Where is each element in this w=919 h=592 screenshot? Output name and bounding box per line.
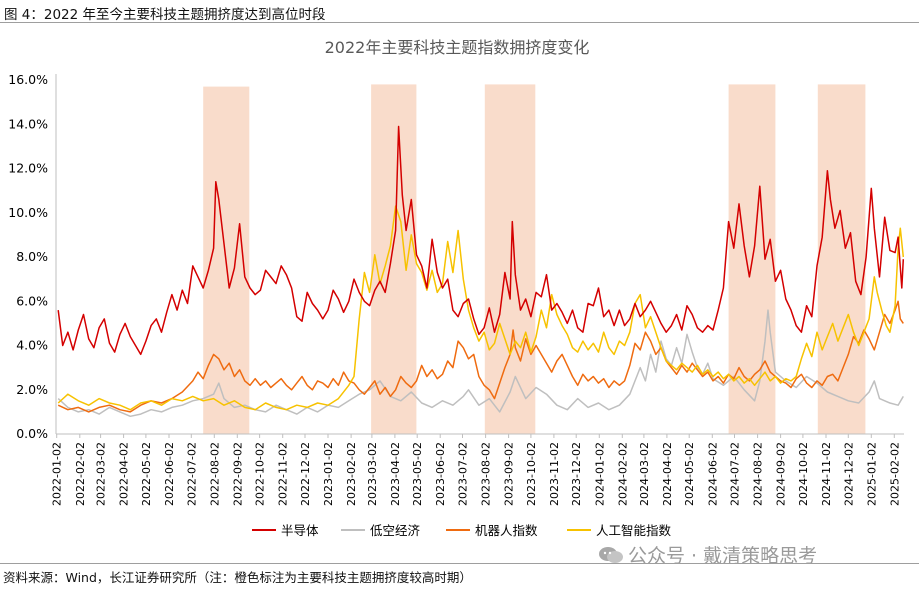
y-tick-label: 12.0% bbox=[8, 161, 48, 176]
x-tick-label: 2023-11-02 bbox=[548, 442, 561, 506]
x-tick-label: 2025-01-02 bbox=[865, 442, 878, 506]
x-tick-label: 2024-08-02 bbox=[752, 442, 765, 506]
y-tick-label: 10.0% bbox=[8, 205, 48, 220]
x-tick-label: 2022-09-02 bbox=[231, 442, 244, 506]
legend-label-robot: 机器人指数 bbox=[475, 523, 538, 538]
x-tick-label: 2024-02-02 bbox=[616, 442, 629, 506]
y-tick-label: 6.0% bbox=[16, 293, 48, 308]
y-tick-label: 0.0% bbox=[16, 426, 48, 441]
chart-title: 2022年主要科技主题指数拥挤度变化 bbox=[325, 38, 590, 57]
figure-title: 图 4：2022 年至今主要科技主题拥挤度达到高位时段 bbox=[4, 7, 326, 23]
x-tick-label: 2024-09-02 bbox=[775, 442, 788, 506]
x-tick-label: 2023-07-02 bbox=[457, 442, 470, 506]
axes bbox=[55, 74, 904, 435]
watermark-text: 公众号 · 戴清策略思考 bbox=[628, 545, 818, 567]
x-tick-label: 2022-05-02 bbox=[140, 442, 153, 506]
highlight-band-2 bbox=[371, 84, 417, 435]
x-tick-label: 2022-01-02 bbox=[51, 442, 64, 506]
x-tick-label: 2024-06-02 bbox=[706, 442, 719, 506]
x-tick-label: 2022-06-02 bbox=[163, 442, 176, 506]
x-tick-label: 2022-04-02 bbox=[118, 442, 131, 506]
source-note: 资料来源：Wind，长江证券研究所（注：橙色标注为主要科技主题拥挤度较高时期） bbox=[3, 570, 472, 585]
x-tick-label: 2022-03-02 bbox=[95, 442, 108, 506]
top-divider bbox=[0, 22, 919, 23]
legend: 半导体 低空经济 机器人指数 人工智能指数 bbox=[252, 523, 672, 538]
x-tick-label: 2023-02-02 bbox=[345, 442, 358, 506]
x-tick-label: 2023-12-02 bbox=[570, 442, 583, 506]
x-tick-labels: 2022-01-02 2022-02-02 2022-03-02 2022-04-02… bbox=[51, 434, 901, 506]
x-tick-label: 2024-07-02 bbox=[729, 442, 742, 506]
y-tick-label: 14.0% bbox=[8, 116, 48, 131]
x-tick-label: 2025-02-02 bbox=[888, 442, 901, 506]
series-line-ai bbox=[57, 205, 905, 411]
bottom-divider bbox=[0, 563, 919, 564]
legend-label-semiconductor: 半导体 bbox=[281, 523, 319, 538]
x-tick-label: 2024-04-02 bbox=[661, 442, 674, 506]
x-tick-label: 2023-04-02 bbox=[389, 442, 402, 506]
series-lines bbox=[57, 125, 905, 418]
wechat-icon bbox=[599, 547, 623, 563]
x-tick-label: 2024-03-02 bbox=[638, 442, 651, 506]
x-tick-label: 2024-05-02 bbox=[683, 442, 696, 506]
x-tick-label: 2023-10-02 bbox=[525, 442, 538, 506]
y-tick-label: 8.0% bbox=[16, 249, 48, 264]
legend-label-ai: 人工智能指数 bbox=[596, 523, 672, 538]
watermark: 公众号 · 戴清策略思考 bbox=[598, 541, 817, 568]
x-tick-label: 2024-11-02 bbox=[820, 442, 833, 506]
x-tick-label: 2024-10-02 bbox=[797, 442, 810, 506]
highlight-band-3 bbox=[484, 84, 536, 435]
x-tick-label: 2023-01-02 bbox=[322, 442, 335, 506]
legend-label-low-altitude: 低空经济 bbox=[370, 523, 421, 538]
y-tick-label: 2.0% bbox=[16, 382, 48, 397]
x-tick-label: 2024-01-02 bbox=[593, 442, 606, 506]
x-tick-label: 2022-02-02 bbox=[74, 442, 87, 506]
x-tick-label: 2022-08-02 bbox=[208, 442, 221, 506]
x-tick-label: 2023-06-02 bbox=[434, 442, 447, 506]
series-line-robot bbox=[57, 300, 904, 413]
x-tick-label: 2024-12-02 bbox=[842, 442, 855, 506]
x-tick-label: 2022-12-02 bbox=[299, 442, 312, 506]
chart: 2022年主要科技主题指数拥挤度变化 0.0% 2.0% 4.0% 6.0% 8.0% 1… bbox=[8, 38, 905, 538]
x-tick-label: 2023-08-02 bbox=[480, 442, 493, 506]
x-tick-label: 2023-05-02 bbox=[411, 442, 424, 506]
y-tick-label: 4.0% bbox=[16, 338, 48, 353]
x-tick-label: 2022-11-02 bbox=[277, 442, 290, 506]
y-tick-label: 16.0% bbox=[8, 72, 48, 87]
x-tick-label: 2022-07-02 bbox=[185, 442, 198, 506]
series-line-low-altitude bbox=[57, 309, 904, 418]
x-tick-label: 2022-10-02 bbox=[254, 442, 267, 506]
x-tick-label: 2023-09-02 bbox=[503, 442, 516, 506]
y-tick-labels: 0.0% 2.0% 4.0% 6.0% 8.0% 10.0% 12.0% 14.0% 16.0% bbox=[8, 72, 48, 441]
highlight-band-5 bbox=[817, 84, 866, 435]
series-line-semiconductor bbox=[57, 125, 905, 356]
highlight-bands bbox=[203, 84, 866, 435]
x-tick-label: 2023-03-02 bbox=[366, 442, 379, 506]
